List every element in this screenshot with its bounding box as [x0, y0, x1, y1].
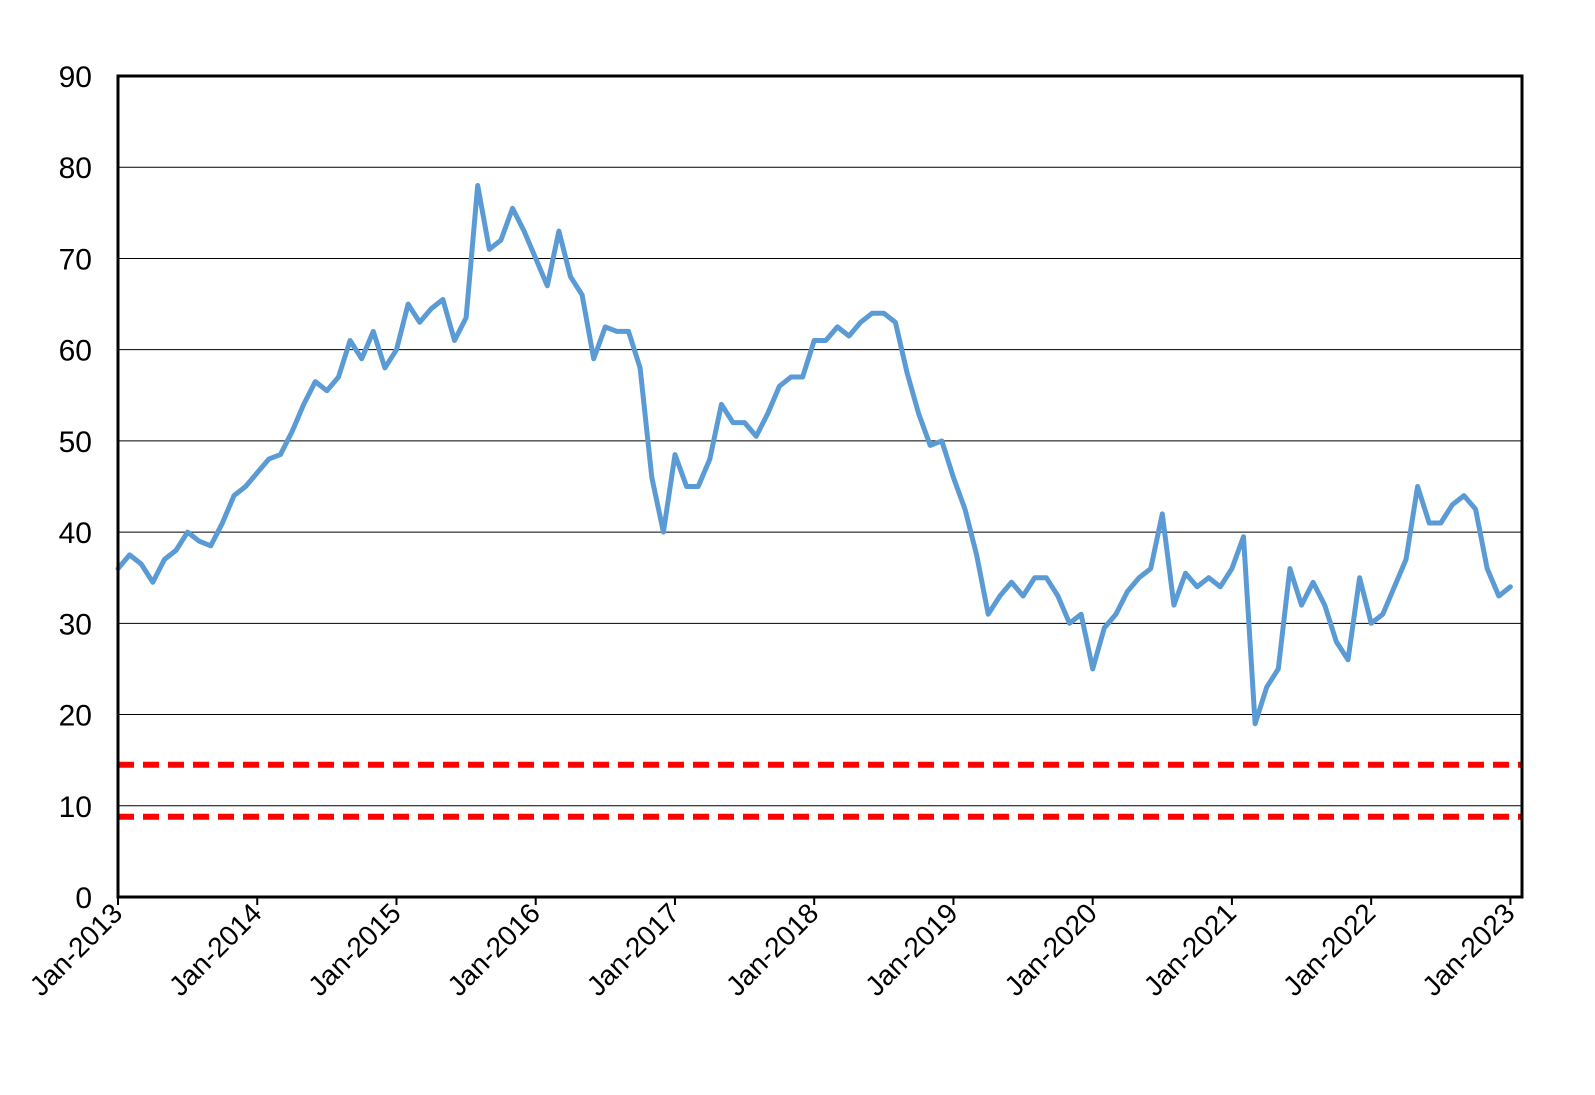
x-tick-label: Jan-2014 [163, 897, 267, 1001]
y-tick-label: 90 [59, 61, 92, 94]
y-tick-label: 30 [59, 608, 92, 641]
x-tick-label: Jan-2015 [302, 897, 406, 1001]
y-tick-label: 40 [59, 517, 92, 550]
y-tick-label: 0 [75, 882, 92, 915]
x-tick-label: Jan-2017 [581, 897, 685, 1001]
x-tick-label: Jan-2016 [441, 897, 545, 1001]
x-tick-label: Jan-2019 [859, 897, 963, 1001]
x-tick-label: Jan-2018 [720, 897, 824, 1001]
y-tick-label: 50 [59, 426, 92, 459]
x-tick-label: Jan-2022 [1277, 897, 1381, 1001]
y-tick-label: 20 [59, 700, 92, 733]
y-tick-label: 10 [59, 791, 92, 824]
y-tick-label: 70 [59, 243, 92, 276]
x-tick-label: Jan-2021 [1138, 897, 1242, 1001]
x-tick-label: Jan-2020 [998, 897, 1102, 1001]
plot-frame [116, 74, 1524, 899]
x-tick-label: Jan-2023 [1416, 897, 1520, 1001]
y-tick-label: 60 [59, 335, 92, 368]
series-line [115, 183, 1513, 727]
y-tick-label: 80 [59, 152, 92, 185]
